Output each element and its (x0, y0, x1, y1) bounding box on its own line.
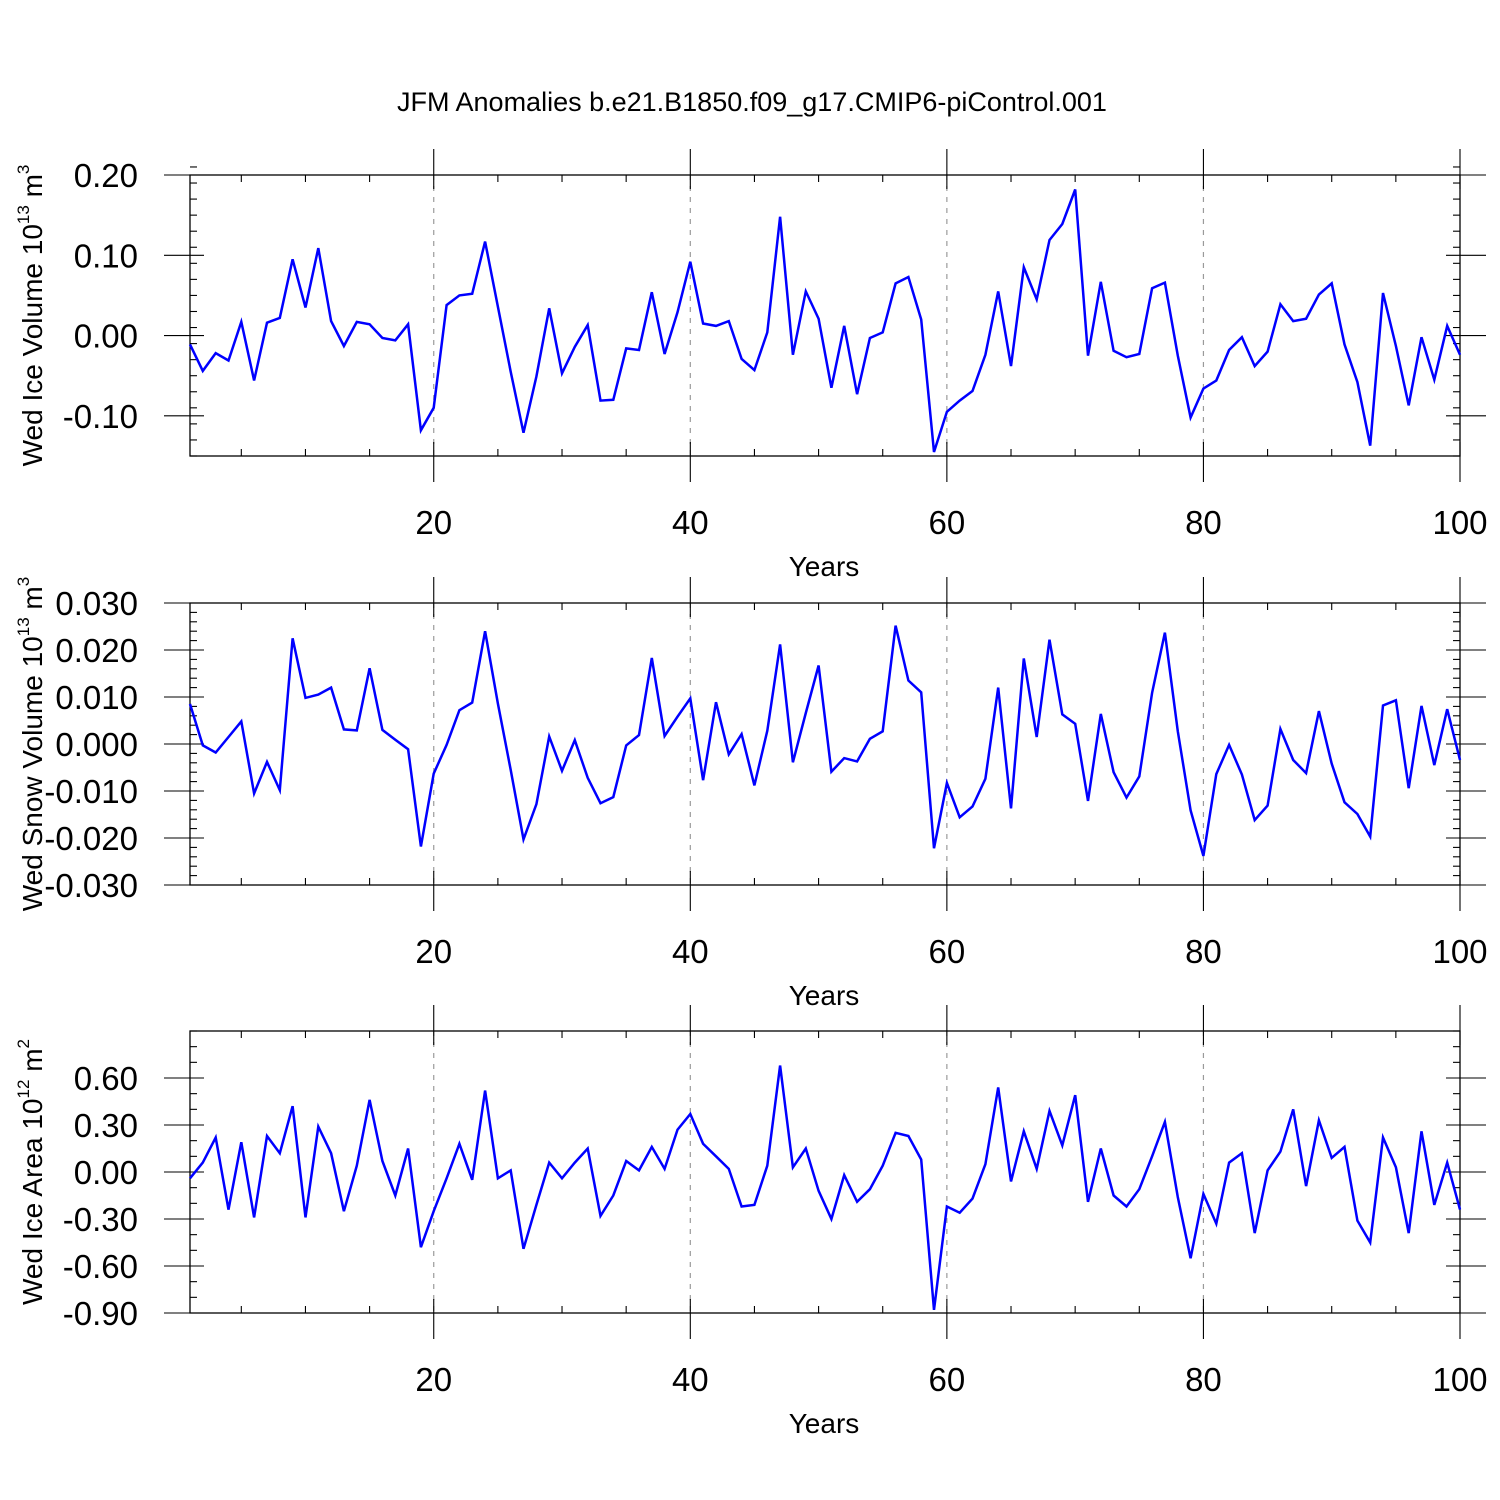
y-axis-label: Wed Ice Volume 1013 m3 (14, 165, 48, 467)
y-axis-label-text: m (17, 586, 48, 617)
y-axis-label-text: m (17, 1048, 48, 1079)
y-tick-label: -0.90 (63, 1295, 138, 1332)
y-axis-label-text: Wed Snow Volume 10 (17, 636, 48, 911)
panel-2: 20 40 60 80 100 0.030 0.020 0.010 0.000 -0.010 -0.… (14, 577, 1488, 1011)
y-axis-label-superscript: 2 (14, 1039, 33, 1048)
panel-1: 20 40 60 80 100 0.20 0.10 0.00 -0.10 Years Wed Ice… (14, 149, 1488, 582)
y-axis-label-text: m (17, 174, 48, 205)
y-tick-label: 0.010 (55, 679, 138, 716)
x-axis-label: Years (789, 1408, 860, 1439)
y-axis-label-superscript: 13 (14, 617, 33, 636)
x-tick-label: 80 (1185, 504, 1222, 541)
y-tick-label: 0.030 (55, 585, 138, 622)
series-line-1 (188, 189, 1462, 453)
x-tick-label: 100 (1432, 1361, 1487, 1398)
chart-title: JFM Anomalies b.e21.B1850.f09_g17.CMIP6-… (397, 87, 1107, 117)
x-tick-label: 40 (672, 1361, 709, 1398)
y-tick-label: 0.00 (74, 318, 138, 355)
x-tick-label: 80 (1185, 1361, 1222, 1398)
y-tick-label: 0.00 (74, 1154, 138, 1191)
x-tick-label: 80 (1185, 933, 1222, 970)
x-tick-label: 60 (929, 1361, 966, 1398)
y-tick-label: -0.60 (63, 1248, 138, 1285)
x-axis-label: Years (789, 980, 860, 1011)
y-axis-label-superscript: 13 (14, 205, 33, 224)
y-axis-label-text: Wed Ice Area 10 (17, 1099, 48, 1306)
x-tick-label: 60 (929, 504, 966, 541)
x-tick-label: 40 (672, 933, 709, 970)
plot-frame (189, 602, 1461, 886)
y-tick-label: 0.000 (55, 726, 138, 763)
y-tick-label: 0.30 (74, 1107, 138, 1144)
plot-frame (189, 1030, 1461, 1314)
panels: 20 40 60 80 100 0.20 0.10 0.00 -0.10 Years Wed Ice… (14, 149, 1488, 1439)
series-line-2 (188, 625, 1462, 857)
y-axis-label-superscript: 3 (14, 577, 33, 586)
y-axis-label: Wed Ice Area 1012 m2 (14, 1039, 48, 1305)
y-tick-label: 0.020 (55, 632, 138, 669)
y-axis-label-superscript: 3 (14, 165, 33, 174)
series-line-3 (189, 1065, 1462, 1311)
panel-3: 20 40 60 80 100 0.60 0.30 0.00 -0.30 -0.60 -0.90 Ye… (14, 1005, 1488, 1439)
x-tick-label: 40 (672, 504, 709, 541)
y-tick-label: -0.030 (44, 867, 138, 904)
y-axis-label-text: Wed Ice Volume 10 (17, 224, 48, 466)
x-tick-label: 20 (415, 504, 452, 541)
x-tick-label: 20 (415, 1361, 452, 1398)
y-tick-label: 0.20 (74, 157, 138, 194)
y-tick-label: -0.010 (44, 773, 138, 810)
y-tick-label: -0.10 (63, 398, 138, 435)
y-tick-label: -0.020 (44, 820, 138, 857)
y-axis-label-superscript: 12 (14, 1080, 33, 1099)
y-tick-label: 0.60 (74, 1060, 138, 1097)
x-tick-label: 60 (929, 933, 966, 970)
y-tick-label: 0.10 (74, 237, 138, 274)
y-axis-label: Wed Snow Volume 1013 m3 (14, 577, 48, 911)
x-tick-label: 100 (1432, 504, 1487, 541)
y-tick-label: -0.30 (63, 1201, 138, 1238)
plot-frame (189, 174, 1461, 457)
x-axis-label: Years (789, 551, 860, 582)
x-tick-label: 20 (415, 933, 452, 970)
x-tick-label: 100 (1432, 933, 1487, 970)
